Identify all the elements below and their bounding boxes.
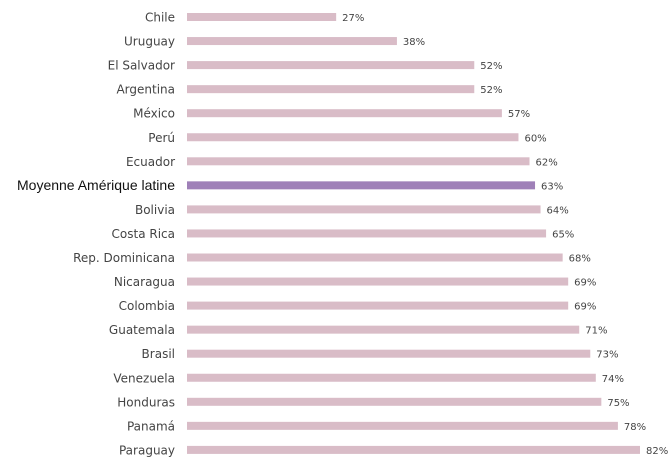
value-label: 27% xyxy=(342,13,364,24)
category-label: Bolivia xyxy=(135,203,175,217)
value-label: 60% xyxy=(524,133,546,144)
bar xyxy=(187,85,475,94)
value-label: 63% xyxy=(541,181,563,192)
category-label: Costa Rica xyxy=(112,227,175,241)
bar xyxy=(187,37,397,46)
value-label: 52% xyxy=(480,85,502,96)
value-label: 62% xyxy=(536,157,558,168)
value-label: 52% xyxy=(480,61,502,72)
value-label: 75% xyxy=(607,398,629,409)
value-label: 68% xyxy=(569,254,591,265)
category-label: Guatemala xyxy=(109,323,175,337)
bar xyxy=(187,157,530,166)
bar xyxy=(187,205,541,214)
category-label: Argentina xyxy=(116,83,175,97)
bar xyxy=(187,253,563,262)
bar xyxy=(187,301,569,310)
bar xyxy=(187,325,580,334)
category-label: Venezuela xyxy=(113,371,175,385)
category-label: El Salvador xyxy=(108,59,175,73)
bar xyxy=(187,397,602,406)
category-label: Rep. Dominicana xyxy=(73,251,175,265)
category-label: Ecuador xyxy=(126,155,175,169)
value-label: 65% xyxy=(552,229,574,240)
category-label: Moyenne Amérique latine xyxy=(17,177,175,193)
value-label: 82% xyxy=(646,446,668,457)
bar xyxy=(187,133,519,142)
bar xyxy=(187,61,475,70)
value-label: 69% xyxy=(574,278,596,289)
category-label: Honduras xyxy=(117,395,175,409)
category-label: Brasil xyxy=(142,347,175,361)
value-label: 38% xyxy=(403,37,425,48)
bar xyxy=(187,229,547,238)
value-label: 73% xyxy=(596,350,618,361)
category-label: Chile xyxy=(145,11,175,25)
category-label: Nicaragua xyxy=(114,275,175,289)
category-label: México xyxy=(133,107,175,121)
highlight-bar xyxy=(187,181,536,190)
bar xyxy=(187,13,337,21)
bar xyxy=(187,277,569,286)
value-label: 69% xyxy=(574,302,596,313)
bar xyxy=(187,445,640,454)
category-label: Paraguay xyxy=(119,443,175,457)
bar xyxy=(187,109,502,118)
bar xyxy=(187,373,596,382)
category-label: Perú xyxy=(148,131,175,145)
category-label: Colombia xyxy=(119,299,175,313)
category-label: Panamá xyxy=(127,419,175,433)
bar xyxy=(187,349,591,358)
category-label: Uruguay xyxy=(124,35,175,49)
value-label: 71% xyxy=(585,326,607,337)
value-label: 74% xyxy=(602,374,624,385)
value-label: 57% xyxy=(508,109,530,120)
bar xyxy=(187,421,618,430)
value-label: 78% xyxy=(624,422,646,433)
value-label: 64% xyxy=(547,205,569,216)
